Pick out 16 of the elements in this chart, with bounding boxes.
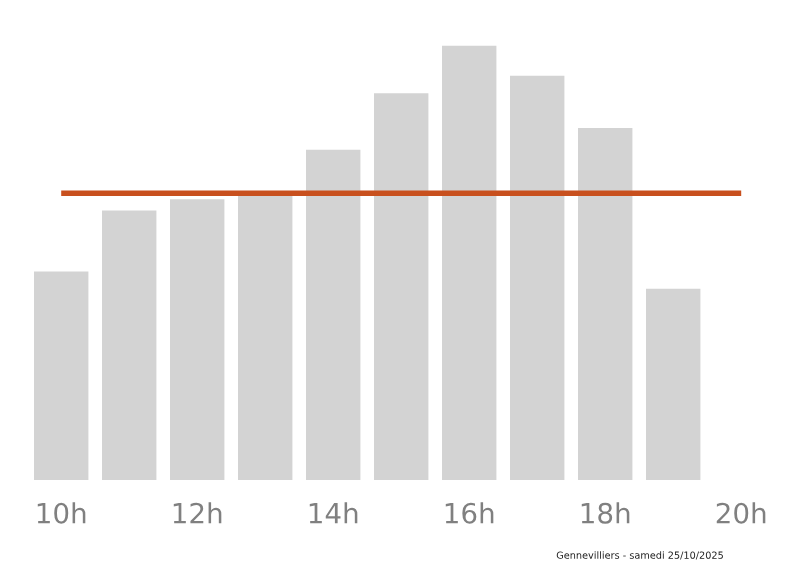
x-tick-label: 10h [37,502,86,524]
x-tick-label: 18h [581,502,630,524]
bar [34,271,89,480]
bar [442,45,497,480]
bar [578,127,633,480]
x-tick-label: 16h [445,502,494,524]
bar [238,194,293,480]
bar [102,210,157,480]
bar [170,199,225,480]
x-tick-label: 20h [716,502,766,524]
x-tick-label: 14h [309,502,358,524]
bar [646,288,701,480]
bar [306,149,361,480]
x-tick-label: 12h [173,502,222,524]
bar [374,93,429,480]
bar [510,75,565,480]
